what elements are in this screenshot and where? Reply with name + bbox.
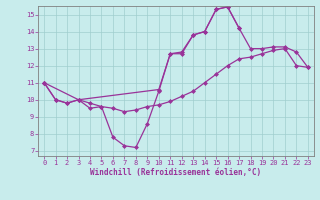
X-axis label: Windchill (Refroidissement éolien,°C): Windchill (Refroidissement éolien,°C) <box>91 168 261 177</box>
